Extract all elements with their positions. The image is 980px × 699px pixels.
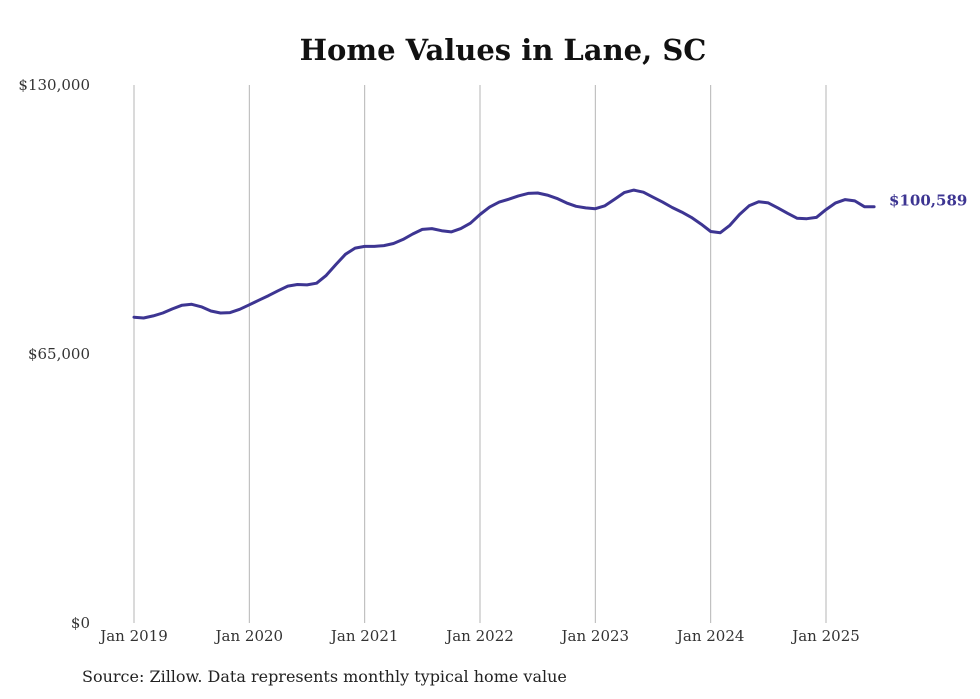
y-tick-label: $130,000: [18, 76, 90, 94]
home-value-line: [132, 188, 876, 320]
x-tick-label: Jan 2024: [675, 627, 745, 645]
x-tick-label: Jan 2020: [214, 627, 284, 645]
latest-value-label: $100,589: [889, 192, 967, 210]
x-axis-tick-labels: Jan 2019 Jan 2020 Jan 2021 Jan 2022 Jan 2023…: [98, 627, 860, 645]
x-tick-label: Jan 2022: [444, 627, 514, 645]
x-tick-label: Jan 2021: [329, 627, 399, 645]
y-tick-label: $65,000: [28, 345, 90, 363]
gridlines: [133, 85, 827, 623]
x-tick-label: Jan 2023: [560, 627, 630, 645]
chart-title: Home Values in Lane, SC: [300, 33, 707, 67]
y-axis-tick-labels: $0 $65,000 $130,000: [18, 76, 90, 632]
x-tick-label: Jan 2025: [790, 627, 860, 645]
source-note: Source: Zillow. Data represents monthly …: [82, 667, 567, 686]
y-tick-label: $0: [71, 614, 90, 632]
x-tick-label: Jan 2019: [98, 627, 168, 645]
